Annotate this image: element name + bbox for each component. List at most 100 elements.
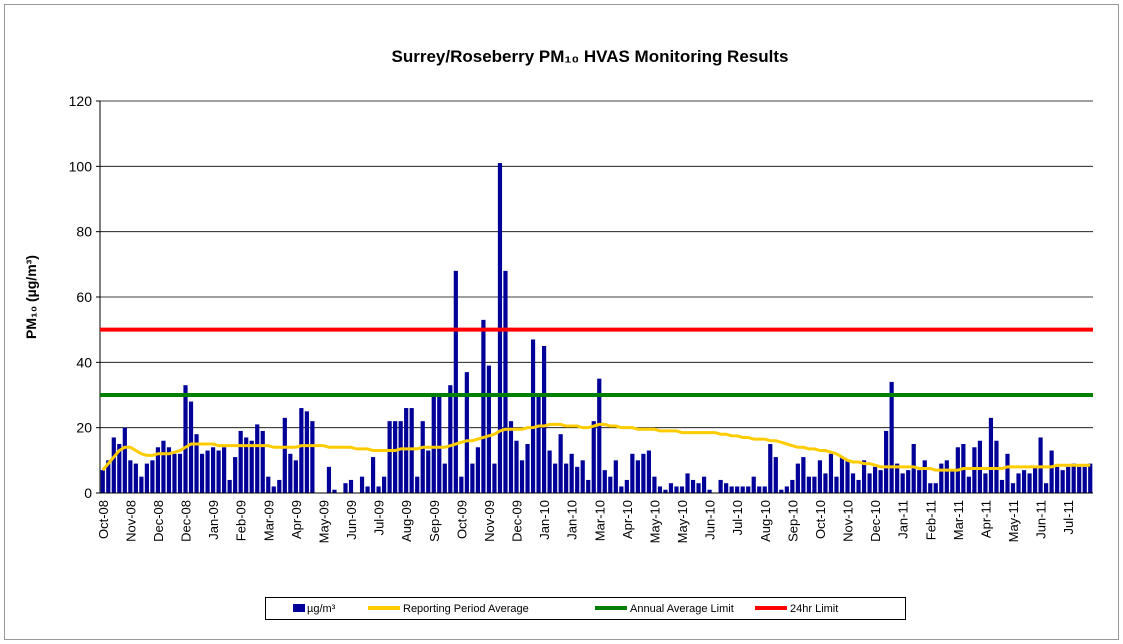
bar xyxy=(889,381,894,493)
bar xyxy=(183,385,188,493)
bar xyxy=(304,411,309,493)
bar xyxy=(900,473,905,493)
bar xyxy=(950,470,955,493)
bar xyxy=(111,437,116,493)
bar xyxy=(448,385,453,493)
bar xyxy=(150,460,155,493)
x-tick-label: May-09 xyxy=(316,500,331,543)
bar xyxy=(387,421,392,493)
bar xyxy=(492,463,497,493)
x-tick-label: Sep-10 xyxy=(785,500,800,542)
bar xyxy=(928,483,933,493)
bar xyxy=(911,444,916,493)
x-tick-label: Jan-11 xyxy=(896,500,911,539)
x-tick-label: Apr-10 xyxy=(620,500,635,539)
bar xyxy=(227,479,232,493)
bar xyxy=(464,372,469,493)
x-tick-label: Jul-11 xyxy=(1061,500,1076,534)
x-tick-label: Oct-10 xyxy=(813,500,828,539)
bar xyxy=(404,408,409,493)
bar xyxy=(161,440,166,493)
bar xyxy=(398,421,403,493)
bar xyxy=(790,479,795,493)
bar xyxy=(199,453,205,493)
bar xyxy=(266,476,271,493)
bar xyxy=(768,444,773,493)
bar xyxy=(806,476,811,493)
bar xyxy=(1055,466,1060,493)
bar xyxy=(431,395,436,493)
bar xyxy=(872,466,878,493)
bar xyxy=(977,440,983,493)
bar xyxy=(1060,470,1065,493)
bar xyxy=(817,460,823,493)
bar xyxy=(679,486,685,493)
bar xyxy=(106,460,111,493)
bar xyxy=(442,463,447,493)
bar xyxy=(591,421,596,493)
bar xyxy=(453,270,458,493)
bar xyxy=(370,457,376,493)
bar xyxy=(922,460,927,493)
y-tick-label: 100 xyxy=(69,158,93,174)
bar xyxy=(917,470,922,493)
x-tick-label: Jul-09 xyxy=(372,500,387,535)
x-tick-label: May-10 xyxy=(675,500,690,543)
bar xyxy=(525,444,530,493)
bar xyxy=(244,437,249,493)
bar xyxy=(729,486,734,493)
bar xyxy=(365,486,370,493)
y-axis-label: PM₁₀ (µg/m³) xyxy=(23,255,39,339)
bar xyxy=(564,463,569,493)
y-tick-label: 80 xyxy=(76,224,92,240)
bar xyxy=(216,450,221,493)
bar xyxy=(376,486,381,493)
bar xyxy=(895,463,900,493)
bar xyxy=(801,457,806,493)
legend-label: Annual Average Limit xyxy=(630,603,734,615)
bar xyxy=(348,479,354,493)
bar xyxy=(988,417,994,493)
bar xyxy=(828,453,834,493)
bar xyxy=(288,453,293,493)
bar xyxy=(420,421,425,493)
bar xyxy=(530,339,536,493)
bar xyxy=(475,447,480,493)
bar xyxy=(359,476,365,493)
x-tick-label: Dec-09 xyxy=(510,500,525,542)
bar xyxy=(210,447,216,493)
bar xyxy=(944,460,949,493)
bar xyxy=(326,466,332,493)
bar xyxy=(608,476,613,493)
bar xyxy=(674,486,679,493)
bar xyxy=(508,421,514,493)
x-tick-label: Jun-10 xyxy=(703,500,718,540)
bar xyxy=(701,476,707,493)
bar xyxy=(155,447,161,493)
bar xyxy=(1071,463,1076,493)
x-tick-label: Aug-10 xyxy=(758,500,773,542)
bar xyxy=(409,408,414,493)
bar xyxy=(255,424,260,493)
x-tick-label: Dec-08 xyxy=(179,500,194,542)
x-tick-label: Jan-10 xyxy=(565,500,580,540)
bar xyxy=(983,473,988,493)
x-tick-label: Feb-09 xyxy=(234,500,249,541)
bar xyxy=(547,450,552,493)
bar xyxy=(459,476,464,493)
y-tick-label: 60 xyxy=(76,289,92,305)
bar xyxy=(393,421,398,493)
bar xyxy=(696,483,701,493)
bar xyxy=(850,473,856,493)
bar xyxy=(133,463,138,493)
bar xyxy=(613,460,618,493)
bar xyxy=(260,430,265,493)
legend-label: µg/m³ xyxy=(307,603,336,615)
bar xyxy=(641,453,646,493)
bar xyxy=(619,486,624,493)
bar xyxy=(139,476,144,493)
bar xyxy=(1027,473,1032,493)
bar xyxy=(519,460,525,493)
bar xyxy=(536,395,541,493)
x-tick-label: Dec-08 xyxy=(151,500,166,542)
